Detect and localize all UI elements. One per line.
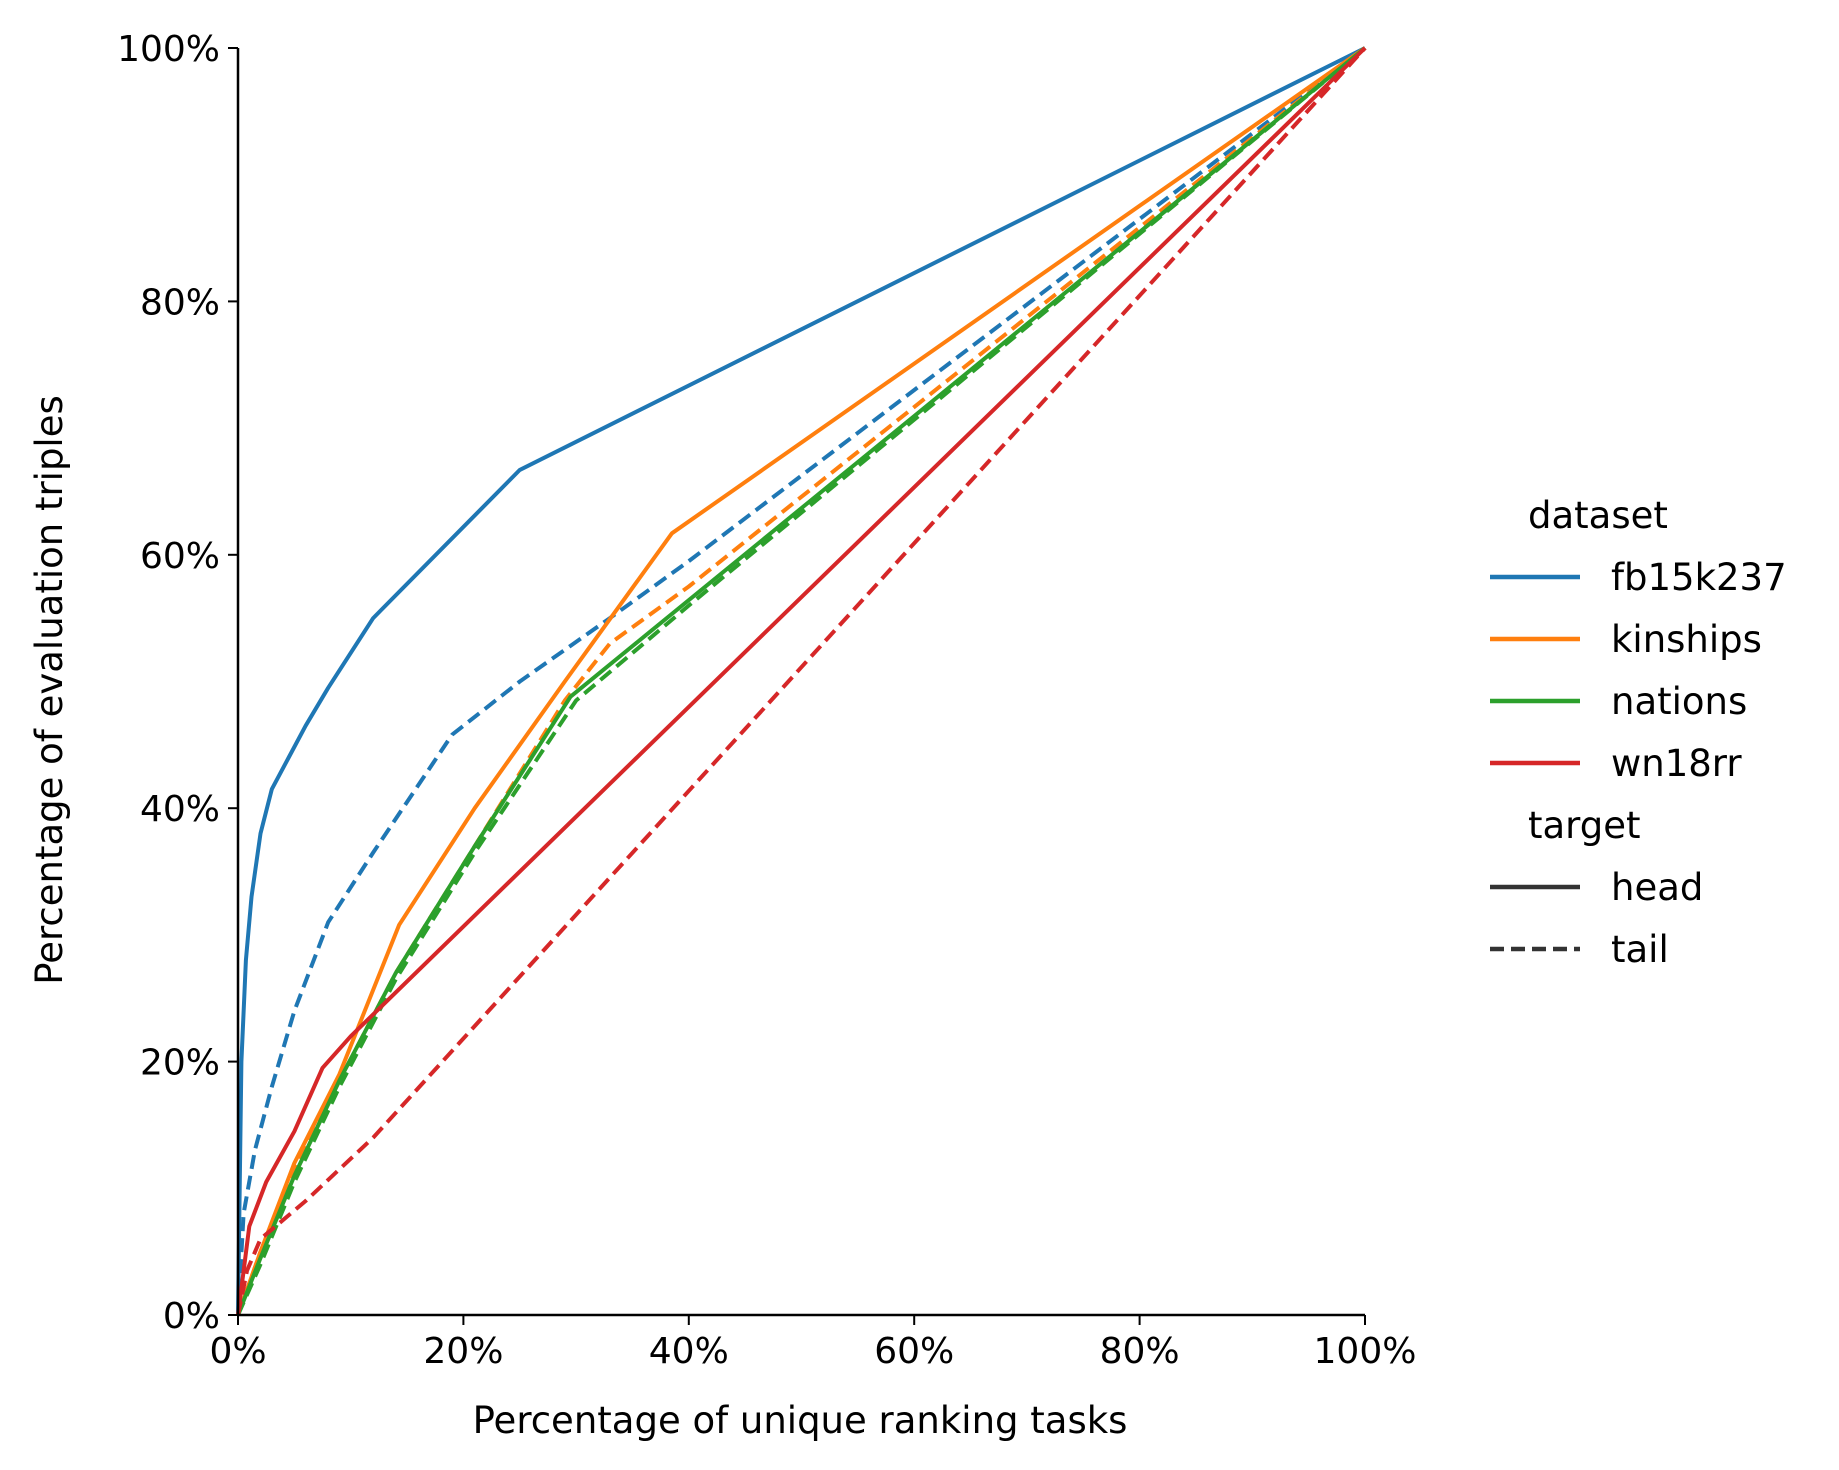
x-tick-label: 60% [874, 1331, 954, 1372]
series-line-wn18rr-tail [236, 46, 1367, 1316]
legend-label-kinships: kinships [1611, 618, 1762, 661]
series-line-kinships-head [236, 46, 1367, 1316]
y-tick-label: 40% [140, 789, 220, 830]
x-tick-label: 40% [649, 1331, 729, 1372]
x-tick-label: 100% [1314, 1331, 1417, 1372]
axes: 0% 20% 40% 60% 80% 100% 0% 20% 40% 60% 80% 100% [117, 29, 1416, 1372]
y-tick-label: 100% [117, 29, 220, 70]
legend-label-tail: tail [1611, 928, 1669, 971]
x-tick-label: 80% [1100, 1331, 1180, 1372]
legend-label-head: head [1611, 866, 1703, 909]
series-line-fb15k237-head [236, 46, 1366, 1316]
series-line-wn18rr-head [236, 46, 1367, 1316]
legend-title-target: target [1528, 804, 1641, 847]
series-line-nations-tail [236, 46, 1367, 1316]
y-tick-label: 0% [163, 1296, 220, 1337]
series-line-kinships-tail [236, 46, 1367, 1316]
series-line-fb15k237-tail [236, 46, 1367, 1316]
y-tick-label: 20% [140, 1043, 220, 1084]
legend: dataset fb15k237 kinships nations wn18rr targ… [1490, 494, 1787, 971]
plot-series [236, 46, 1367, 1316]
x-tick-label: 20% [423, 1331, 503, 1372]
legend-title-dataset: dataset [1528, 494, 1668, 537]
legend-label-fb15k237: fb15k237 [1611, 556, 1787, 599]
series-line-nations-head [236, 46, 1367, 1316]
legend-label-nations: nations [1611, 680, 1747, 723]
y-axis-title: Percentage of evaluation triples [28, 395, 71, 985]
x-tick-label: 0% [209, 1331, 266, 1372]
x-axis-title: Percentage of unique ranking tasks [473, 1399, 1128, 1442]
y-tick-label: 80% [140, 282, 220, 323]
y-tick-label: 60% [140, 536, 220, 577]
legend-label-wn18rr: wn18rr [1611, 742, 1742, 785]
